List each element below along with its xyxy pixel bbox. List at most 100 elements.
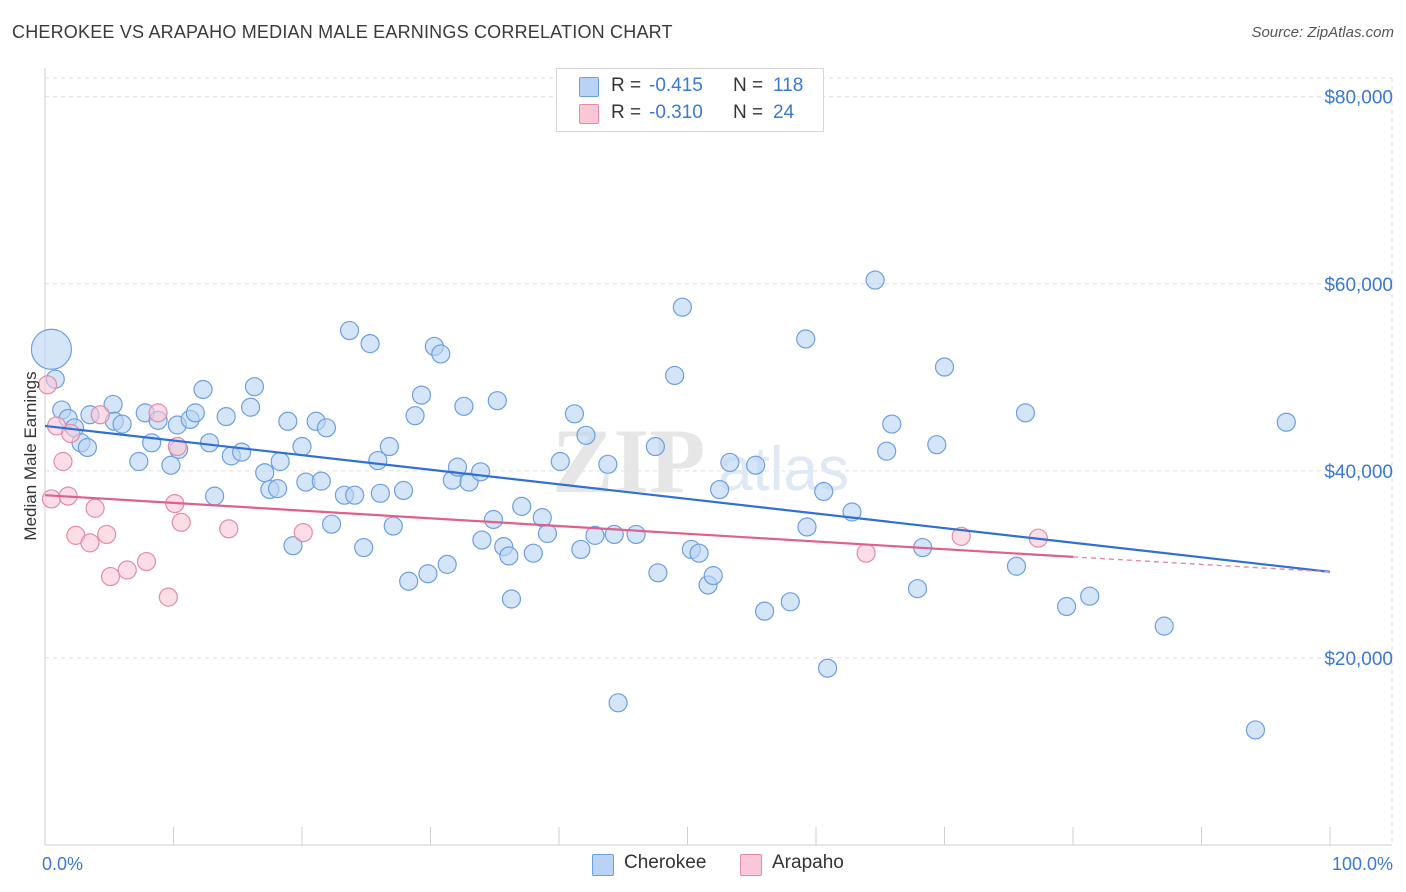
- arapaho-trend-line: [44, 494, 1074, 559]
- cherokee-point: [283, 536, 303, 556]
- cherokee-point: [703, 566, 723, 586]
- cherokee-point: [648, 563, 668, 583]
- cherokee-point: [185, 403, 205, 423]
- r-label: R =: [611, 102, 642, 123]
- cherokee-point: [316, 418, 337, 438]
- arapaho-point: [97, 524, 117, 545]
- cherokee-point: [472, 530, 492, 550]
- cherokee-point: [571, 539, 591, 560]
- axes: [44, 68, 1392, 846]
- cherokee-point: [1276, 412, 1296, 432]
- cherokee-point: [672, 297, 692, 317]
- cherokee-point: [354, 537, 374, 558]
- cherokee-point: [487, 391, 507, 411]
- cherokee-point: [537, 523, 558, 544]
- cherokee-point: [598, 454, 618, 474]
- cherokee-points: [30, 270, 1296, 740]
- cherokee-point: [585, 525, 605, 545]
- cherokee-point: [399, 571, 419, 591]
- arapaho-point: [856, 543, 876, 563]
- cherokee-point: [216, 407, 236, 427]
- cherokee-point: [241, 397, 261, 417]
- cherokee-trend-line: [44, 424, 1331, 573]
- axis-labels: $20,000 $40,000 $60,000 $80,000 0.0% 100.0% Me…: [21, 88, 1393, 874]
- cherokee-point: [550, 451, 570, 472]
- cherokee-point: [383, 516, 403, 536]
- cherokee-r-value: -0.415: [649, 75, 703, 96]
- arapaho-point: [293, 522, 313, 543]
- cherokee-point: [645, 436, 665, 457]
- cherokee-legend-swatch: [592, 854, 614, 876]
- cherokee-point: [746, 455, 766, 475]
- arapaho-point: [41, 489, 62, 509]
- cherokee-point: [626, 524, 646, 545]
- cherokee-point: [907, 579, 928, 599]
- cherokee-point: [710, 479, 730, 500]
- cherokee-point: [255, 463, 275, 483]
- arapaho-point: [80, 533, 100, 553]
- cherokee-point: [411, 385, 432, 405]
- arapaho-point: [117, 560, 137, 580]
- arapaho-points: [37, 375, 1048, 607]
- cherokee-point: [720, 452, 740, 473]
- cherokee-point: [311, 471, 331, 491]
- cherokee-point: [927, 435, 947, 455]
- cherokee-point: [418, 564, 438, 584]
- cherokee-point: [199, 433, 220, 453]
- correlation-legend: R = -0.415 N = 118 R = -0.310 N = 24: [556, 68, 824, 132]
- arapaho-point: [219, 519, 239, 539]
- watermark: ZIP atlas: [552, 410, 849, 512]
- cherokee-point: [796, 329, 816, 349]
- arapaho-point: [951, 526, 971, 546]
- cherokee-point: [379, 436, 399, 457]
- cherokee-point: [1015, 403, 1036, 423]
- arapaho-point: [37, 375, 58, 395]
- cherokee-point: [129, 451, 149, 472]
- cherokee-point: [431, 344, 451, 364]
- r-label: R =: [611, 75, 642, 96]
- cherokee-point: [393, 480, 414, 501]
- cherokee-swatch: [579, 77, 599, 97]
- cherokee-point: [814, 481, 834, 502]
- watermark-zip: ZIP: [552, 410, 705, 512]
- y-tick-label: $80,000: [1324, 88, 1393, 109]
- x-tick-label-min: 0.0%: [42, 854, 83, 874]
- cherokee-point: [471, 462, 491, 482]
- cherokee-point: [437, 554, 457, 574]
- cherokee-point: [754, 601, 775, 621]
- cherokee-point: [689, 543, 709, 563]
- cherokee-point: [1154, 616, 1174, 636]
- arapaho-legend-swatch: [740, 854, 762, 876]
- cherokee-point: [499, 546, 519, 566]
- cherokee-n-value: 118: [773, 75, 804, 96]
- trend-lines: [44, 424, 1331, 573]
- y-axis-title: Median Male Earnings: [21, 371, 40, 540]
- cherokee-point: [370, 483, 390, 503]
- cherokee-point: [780, 592, 800, 612]
- cherokee-point: [244, 377, 265, 397]
- cherokee-point: [405, 406, 425, 426]
- arapaho-r-value: -0.310: [649, 102, 703, 123]
- y-tick-label: $20,000: [1324, 649, 1393, 670]
- cherokee-point: [1245, 720, 1266, 740]
- cherokee-point: [161, 455, 181, 475]
- cherokee-point: [339, 320, 360, 341]
- cherokee-point: [30, 328, 73, 370]
- cherokee-point: [267, 479, 288, 499]
- cherokee-point: [797, 517, 817, 537]
- cherokee-legend-label: Cherokee: [624, 852, 707, 873]
- y-tick-label: $60,000: [1324, 275, 1393, 296]
- cherokee-point: [232, 442, 252, 462]
- n-label: N =: [733, 102, 764, 123]
- cherokee-point: [205, 486, 225, 506]
- cherokee-point: [270, 451, 290, 472]
- cherokee-point: [193, 379, 213, 400]
- arapaho-n-value: 24: [773, 102, 795, 123]
- cherokee-point: [576, 425, 596, 445]
- arapaho-point: [53, 451, 73, 472]
- cherokee-point: [608, 693, 628, 713]
- cherokee-point: [512, 496, 532, 516]
- chart-title: CHEROKEE VS ARAPAHO MEDIAN MALE EARNINGS…: [12, 22, 673, 42]
- arapaho-point: [158, 587, 178, 607]
- cherokee-point: [278, 411, 298, 431]
